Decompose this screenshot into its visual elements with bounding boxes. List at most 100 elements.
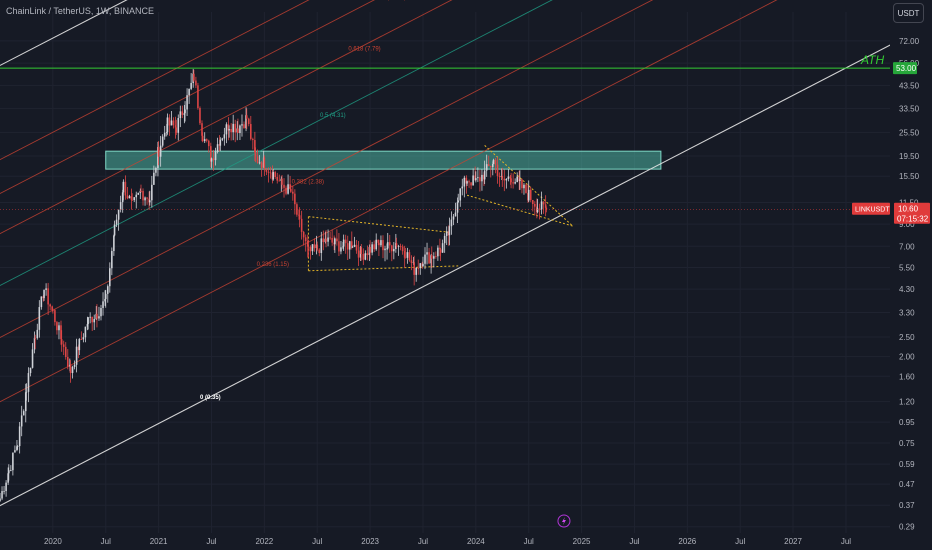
interval-label[interactable]: 1W bbox=[95, 6, 109, 16]
candle-body[interactable] bbox=[289, 184, 291, 189]
candle-body[interactable] bbox=[428, 252, 430, 264]
candle-body[interactable] bbox=[375, 239, 377, 250]
candle-body[interactable] bbox=[49, 304, 51, 307]
candle-body[interactable] bbox=[336, 238, 338, 242]
candle-body[interactable] bbox=[450, 219, 453, 227]
candle-body[interactable] bbox=[184, 109, 186, 114]
candle-body[interactable] bbox=[485, 164, 488, 171]
candle-body[interactable] bbox=[75, 346, 78, 365]
candle-body[interactable] bbox=[430, 255, 432, 264]
candle-body[interactable] bbox=[78, 339, 81, 351]
candle-body[interactable] bbox=[276, 177, 279, 181]
candle-body[interactable] bbox=[210, 158, 213, 162]
candle-body[interactable] bbox=[227, 124, 230, 131]
candle-body[interactable] bbox=[45, 288, 47, 290]
candle-body[interactable] bbox=[403, 251, 406, 258]
candle-body[interactable] bbox=[66, 356, 69, 367]
candle-body[interactable] bbox=[193, 73, 195, 81]
candle-body[interactable] bbox=[109, 268, 111, 287]
candle-body[interactable] bbox=[393, 248, 395, 252]
candle-body[interactable] bbox=[56, 322, 58, 331]
candle-body[interactable] bbox=[366, 253, 369, 256]
candle-body[interactable] bbox=[340, 247, 342, 252]
candle-body[interactable] bbox=[221, 138, 224, 140]
candle-body[interactable] bbox=[241, 124, 243, 126]
candle-body[interactable] bbox=[203, 139, 206, 142]
candle-body[interactable] bbox=[269, 172, 272, 174]
candle-body[interactable] bbox=[307, 246, 310, 248]
candle-body[interactable] bbox=[159, 145, 162, 157]
candle-body[interactable] bbox=[496, 164, 499, 177]
candle-body[interactable] bbox=[175, 127, 178, 133]
candle-body[interactable] bbox=[149, 200, 151, 203]
candle-body[interactable] bbox=[117, 209, 120, 220]
candle-body[interactable] bbox=[205, 139, 208, 141]
candle-body[interactable] bbox=[441, 243, 444, 253]
candle-body[interactable] bbox=[346, 243, 349, 250]
candle-body[interactable] bbox=[527, 189, 530, 201]
candle-body[interactable] bbox=[413, 262, 415, 275]
candle-body[interactable] bbox=[390, 245, 393, 252]
candle-body[interactable] bbox=[186, 95, 188, 110]
candle-body[interactable] bbox=[163, 132, 166, 137]
candle-body[interactable] bbox=[8, 470, 10, 474]
candle-body[interactable] bbox=[329, 237, 331, 239]
candle-body[interactable] bbox=[503, 178, 506, 181]
candle-body[interactable] bbox=[350, 241, 353, 248]
candle-body[interactable] bbox=[369, 247, 371, 253]
candle-body[interactable] bbox=[344, 239, 347, 244]
candle-body[interactable] bbox=[128, 196, 131, 199]
candle-body[interactable] bbox=[197, 85, 199, 108]
candle-body[interactable] bbox=[459, 188, 462, 201]
candle-body[interactable] bbox=[265, 169, 268, 172]
candle-body[interactable] bbox=[139, 190, 142, 193]
candle-body[interactable] bbox=[454, 212, 457, 217]
candle-body[interactable] bbox=[395, 243, 398, 247]
candle-body[interactable] bbox=[318, 249, 321, 254]
candle-body[interactable] bbox=[86, 324, 89, 327]
candle-body[interactable] bbox=[84, 326, 87, 338]
candle-body[interactable] bbox=[216, 144, 219, 152]
candle-body[interactable] bbox=[272, 172, 274, 180]
candle-body[interactable] bbox=[131, 199, 133, 201]
candle-body[interactable] bbox=[479, 177, 481, 182]
candle-body[interactable] bbox=[14, 450, 16, 453]
candle-body[interactable] bbox=[121, 192, 124, 203]
candle-body[interactable] bbox=[60, 339, 63, 345]
candle-body[interactable] bbox=[544, 204, 547, 208]
candle-body[interactable] bbox=[36, 329, 39, 339]
candle-body[interactable] bbox=[296, 204, 298, 215]
candle-body[interactable] bbox=[179, 111, 182, 119]
candle-body[interactable] bbox=[214, 151, 217, 161]
candle-body[interactable] bbox=[5, 482, 7, 492]
candle-body[interactable] bbox=[207, 140, 210, 147]
candle-body[interactable] bbox=[465, 177, 468, 184]
candle-body[interactable] bbox=[232, 123, 234, 133]
candle-body[interactable] bbox=[51, 306, 53, 310]
candle-body[interactable] bbox=[82, 337, 85, 340]
candle-body[interactable] bbox=[406, 252, 409, 258]
candle-body[interactable] bbox=[448, 226, 451, 236]
candle-body[interactable] bbox=[31, 349, 34, 368]
candle-body[interactable] bbox=[404, 257, 407, 259]
candle-body[interactable] bbox=[457, 200, 460, 203]
candle-body[interactable] bbox=[96, 313, 98, 319]
candle-body[interactable] bbox=[445, 231, 448, 236]
candle-body[interactable] bbox=[22, 411, 25, 416]
candle-body[interactable] bbox=[294, 193, 296, 205]
candle-body[interactable] bbox=[219, 139, 222, 146]
candle-body[interactable] bbox=[247, 118, 250, 125]
candle-body[interactable] bbox=[54, 310, 56, 323]
candle-body[interactable] bbox=[87, 317, 89, 325]
candle-body[interactable] bbox=[430, 255, 433, 259]
candle-body[interactable] bbox=[126, 195, 129, 199]
candle-body[interactable] bbox=[199, 107, 201, 124]
candle-body[interactable] bbox=[260, 162, 263, 168]
candle-body[interactable] bbox=[249, 124, 252, 139]
candle-body[interactable] bbox=[424, 254, 426, 264]
candle-body[interactable] bbox=[201, 123, 203, 136]
candle-body[interactable] bbox=[514, 182, 516, 184]
candle-body[interactable] bbox=[113, 224, 116, 236]
candle-body[interactable] bbox=[518, 176, 521, 181]
candle-body[interactable] bbox=[278, 180, 281, 182]
